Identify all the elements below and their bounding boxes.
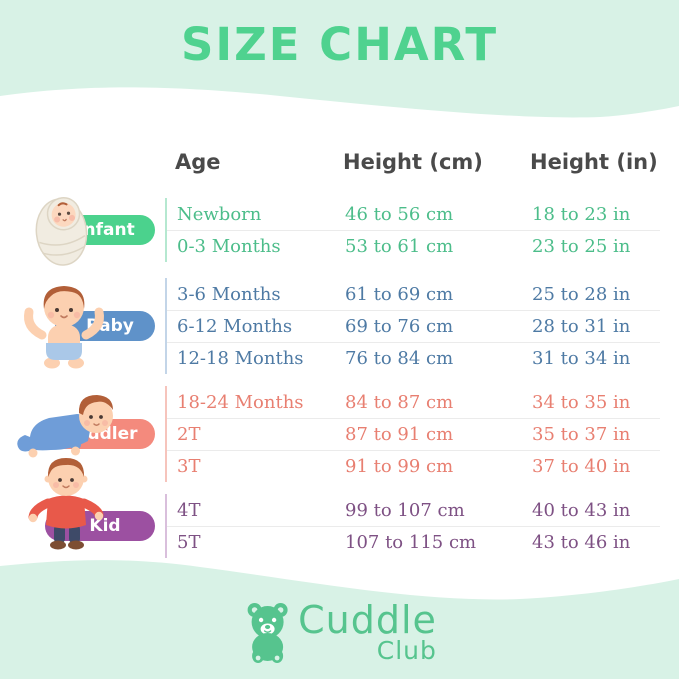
bottom-wave-shape xyxy=(0,560,679,679)
height-cm-cell: 84 to 87 cm xyxy=(345,391,454,413)
size-row: 18-24 Months 84 to 87 cm 34 to 35 in xyxy=(167,386,660,418)
top-banner: SIZE CHART xyxy=(0,0,679,130)
height-cm-cell: 61 to 69 cm xyxy=(345,283,454,305)
brand-name-bottom: Club xyxy=(376,636,437,665)
baby-illustration xyxy=(24,286,104,369)
age-cell: 3T xyxy=(177,456,201,477)
age-cell: 12-18 Months xyxy=(177,348,304,369)
height-in-cell: 34 to 35 in xyxy=(532,391,631,413)
size-row: 3-6 Months 61 to 69 cm 25 to 28 in xyxy=(167,278,660,310)
height-in-cell: 18 to 23 in xyxy=(532,203,631,225)
age-cell: Newborn xyxy=(177,203,262,225)
brand-name: Cuddle Club xyxy=(298,600,437,664)
brand-logo: Cuddle Club xyxy=(242,600,437,664)
size-group-baby: Baby xyxy=(0,278,679,374)
infant-pill-label: Infant xyxy=(77,220,135,240)
top-wave-shape xyxy=(0,0,679,118)
height-cm-cell: 69 to 76 cm xyxy=(345,316,454,337)
bottom-banner: Cuddle Club xyxy=(0,559,679,679)
toddler-rows: 18-24 Months 84 to 87 cm 34 to 35 in 2T … xyxy=(165,386,660,482)
infant-illustration xyxy=(35,197,88,266)
height-in-cell: 35 to 37 in xyxy=(532,424,631,445)
age-cell: 6-12 Months xyxy=(177,316,293,337)
age-cell: 4T xyxy=(177,499,201,521)
infant-rows: Newborn 46 to 56 cm 18 to 23 in 0-3 Mont… xyxy=(165,198,660,262)
size-group-infant: Infant xyxy=(0,197,679,266)
size-row: 4T 99 to 107 cm 40 to 43 in xyxy=(167,494,660,526)
age-cell: 5T xyxy=(177,532,201,553)
height-in-cell: 31 to 34 in xyxy=(532,348,631,369)
height-cm-cell: 76 to 84 cm xyxy=(345,348,454,369)
kid-rows: 4T 99 to 107 cm 40 to 43 in 5T 107 to 11… xyxy=(165,494,660,558)
infant-label-area: Infant xyxy=(0,197,165,266)
height-cm-cell: 107 to 115 cm xyxy=(345,532,477,553)
height-in-cell: 37 to 40 in xyxy=(532,456,631,477)
size-table: Age Height (cm) Height (in) Infant xyxy=(0,148,679,558)
age-cell: 18-24 Months xyxy=(177,391,304,413)
age-cell: 0-3 Months xyxy=(177,236,281,257)
size-group-toddler: Toddler xyxy=(0,386,679,482)
height-cm-cell: 87 to 91 cm xyxy=(345,424,454,445)
teddy-bear-icon xyxy=(247,603,288,663)
page-title: SIZE CHART xyxy=(180,18,499,71)
size-row: 5T 107 to 115 cm 43 to 46 in xyxy=(167,526,660,558)
kid-illustration xyxy=(28,458,104,550)
height-cm-cell: 46 to 56 cm xyxy=(345,203,454,225)
toddler-illustration xyxy=(17,395,113,458)
column-header-age: Age xyxy=(175,150,221,174)
size-row: 0-3 Months 53 to 61 cm 23 to 25 in xyxy=(167,230,660,262)
height-in-cell: 40 to 43 in xyxy=(532,499,631,521)
age-cell: 3-6 Months xyxy=(177,283,281,305)
kid-pill-label: Kid xyxy=(89,516,121,536)
height-cm-cell: 53 to 61 cm xyxy=(345,236,454,257)
column-headers: Age Height (cm) Height (in) xyxy=(165,148,660,176)
kid-label-area: Kid xyxy=(0,458,165,558)
height-in-cell: 23 to 25 in xyxy=(532,236,631,257)
height-cm-cell: 99 to 107 cm xyxy=(345,499,465,521)
height-in-cell: 25 to 28 in xyxy=(532,283,631,305)
size-row: 12-18 Months 76 to 84 cm 31 to 34 in xyxy=(167,342,660,374)
column-header-height-in: Height (in) xyxy=(530,150,658,174)
height-cm-cell: 91 to 99 cm xyxy=(345,456,454,477)
size-row: Newborn 46 to 56 cm 18 to 23 in xyxy=(167,198,660,230)
height-in-cell: 28 to 31 in xyxy=(532,316,631,337)
size-row: 3T 91 to 99 cm 37 to 40 in xyxy=(167,450,660,482)
age-cell: 2T xyxy=(177,424,201,445)
height-in-cell: 43 to 46 in xyxy=(532,532,631,553)
baby-rows: 3-6 Months 61 to 69 cm 25 to 28 in 6-12 … xyxy=(165,278,660,374)
size-row: 2T 87 to 91 cm 35 to 37 in xyxy=(167,418,660,450)
baby-label-area: Baby xyxy=(0,278,165,374)
size-row: 6-12 Months 69 to 76 cm 28 to 31 in xyxy=(167,310,660,342)
column-header-height-cm: Height (cm) xyxy=(343,150,483,174)
size-group-kid: Kid xyxy=(0,458,679,558)
brand-name-top: Cuddle xyxy=(298,598,437,642)
toddler-label-area: Toddler xyxy=(0,386,165,482)
